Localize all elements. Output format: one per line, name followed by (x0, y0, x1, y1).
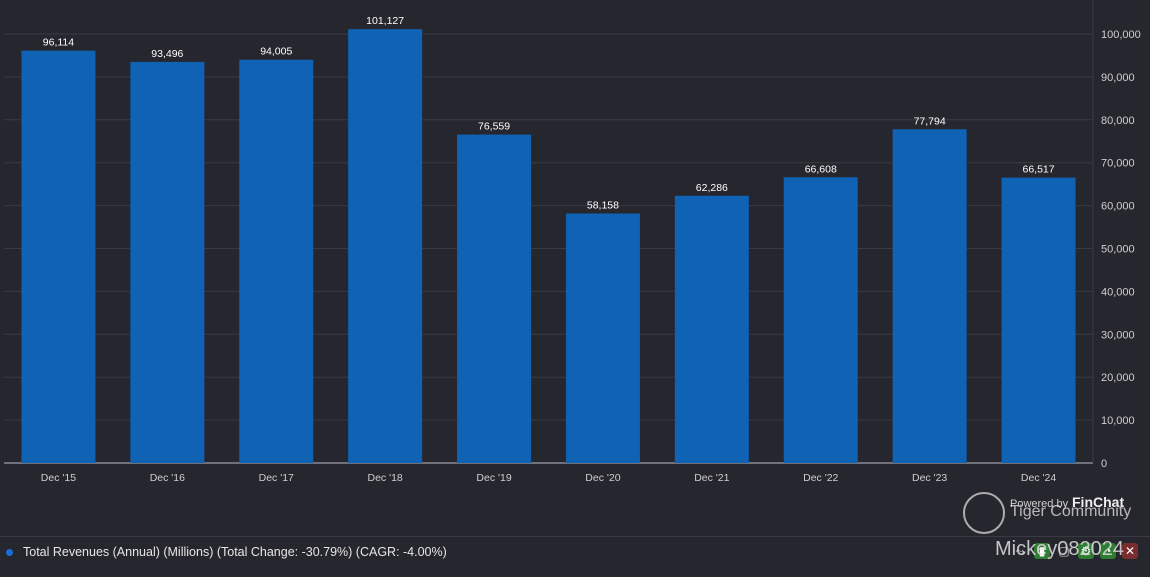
chart-toolbar: ⤳ ▮ ▢ ⚙ ◔ ✕ (1012, 543, 1138, 559)
bar-value-label: 77,794 (914, 115, 946, 127)
y-tick-label: 100,000 (1101, 29, 1141, 41)
legend-label: Total Revenues (Annual) (Millions) (Tota… (23, 545, 447, 559)
y-tick-label: 70,000 (1101, 158, 1135, 170)
bar-value-label: 94,005 (260, 46, 292, 58)
y-tick-label: 10,000 (1101, 415, 1135, 427)
bar-value-label: 101,127 (366, 15, 404, 27)
y-tick-label: 80,000 (1101, 115, 1135, 127)
y-tick-label: 50,000 (1101, 244, 1135, 256)
bar (457, 134, 532, 463)
y-tick-label: 30,000 (1101, 329, 1135, 341)
bar-value-label: 66,608 (805, 163, 837, 175)
x-tick-label: Dec '17 (259, 472, 294, 484)
bar-value-label: 76,559 (478, 121, 510, 133)
tiger-community-watermark: Tiger Community (1010, 503, 1132, 520)
x-tick-label: Dec '20 (585, 472, 620, 484)
bar-value-label: 66,517 (1022, 164, 1054, 176)
tiger-logo-icon (963, 492, 1005, 534)
pie-icon[interactable]: ◔ (1100, 543, 1116, 559)
bar (348, 29, 423, 464)
bar (239, 59, 314, 463)
powered-by-label: Powered by (1010, 498, 1069, 510)
x-tick-label: Dec '15 (41, 472, 76, 484)
chart-footer: Total Revenues (Annual) (Millions) (Tota… (0, 536, 1150, 577)
bar (565, 213, 640, 463)
x-tick-label: Dec '22 (803, 472, 838, 484)
x-tick-label: Dec '18 (368, 472, 403, 484)
settings-icon[interactable]: ⚙ (1078, 543, 1094, 559)
bar (1001, 177, 1076, 463)
x-tick-label: Dec '24 (1021, 472, 1056, 484)
x-tick-label: Dec '19 (476, 472, 511, 484)
bar (21, 50, 96, 464)
close-icon[interactable]: ✕ (1122, 543, 1138, 559)
x-tick-label: Dec '23 (912, 472, 947, 484)
x-tick-label: Dec '16 (150, 472, 185, 484)
legend-dot (6, 548, 13, 556)
y-tick-label: 40,000 (1101, 286, 1135, 298)
y-tick-label: 0 (1101, 458, 1107, 470)
image-icon[interactable]: ▢ (1058, 544, 1070, 558)
bar-value-label: 62,286 (696, 182, 728, 194)
bar (892, 129, 967, 463)
user-watermark: Mickey082024 (995, 538, 1124, 560)
y-tick-label: 60,000 (1101, 201, 1135, 213)
bar-value-label: 93,496 (151, 48, 183, 60)
finchat-logo: FinChat (1072, 494, 1125, 510)
bar (130, 61, 205, 463)
bar (783, 177, 858, 463)
bar (674, 195, 749, 463)
bar-value-label: 58,158 (587, 200, 619, 212)
y-tick-label: 90,000 (1101, 72, 1135, 84)
chart-icon[interactable]: ▮ (1034, 543, 1050, 559)
y-tick-label: 20,000 (1101, 372, 1135, 384)
x-tick-label: Dec '21 (694, 472, 729, 484)
legend[interactable]: Total Revenues (Annual) (Millions) (Tota… (6, 545, 447, 559)
bar-value-label: 96,114 (43, 37, 74, 49)
trend-icon[interactable]: ⤳ (1015, 543, 1025, 558)
bar-chart: 0 10,000 20,000 30,000 40,000 50,000 60,000 70,… (4, 0, 1141, 484)
